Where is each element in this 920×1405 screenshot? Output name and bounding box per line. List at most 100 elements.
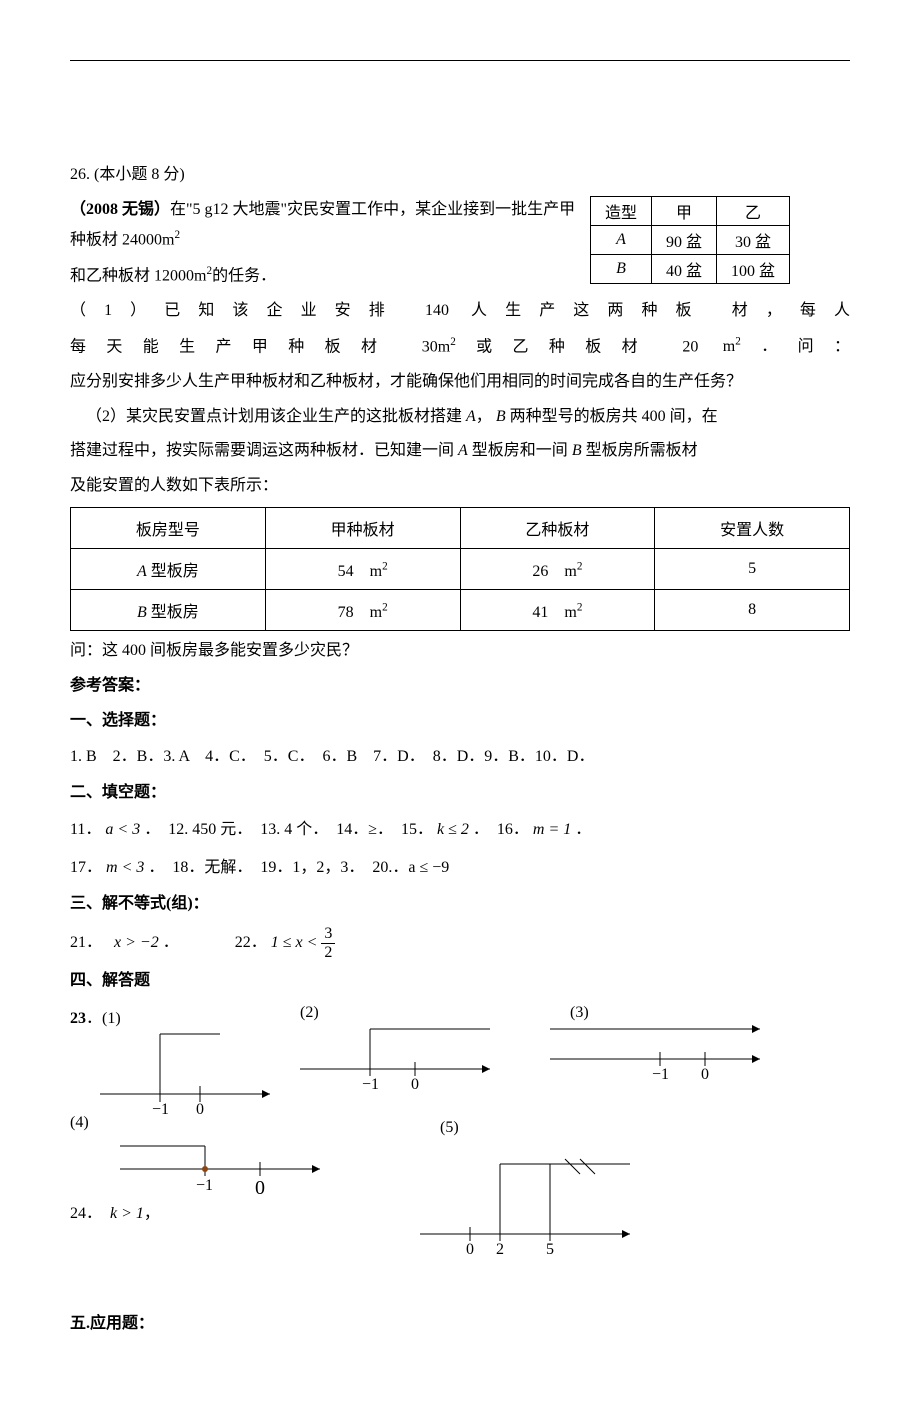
- d4-label: (4): [70, 1114, 89, 1132]
- cell: 乙: [716, 196, 789, 225]
- cell: 100 盆: [716, 254, 789, 283]
- number-line-4: −1 0: [110, 1124, 340, 1204]
- tick-label: 0: [701, 1066, 709, 1083]
- table-row: B 型板房 78 m2 41 m2 8: [71, 589, 850, 630]
- unit: m: [723, 338, 735, 355]
- section-1-title: 一、选择题：: [70, 707, 850, 736]
- cell: B 型板房: [71, 589, 266, 630]
- text: 每天能生产甲种板材 30: [70, 338, 438, 355]
- tick-label: 0: [466, 1241, 474, 1258]
- tick-label: 0: [255, 1177, 265, 1199]
- sup: 2: [382, 602, 388, 614]
- text: 11．: [70, 821, 101, 838]
- tick-label: 0: [196, 1101, 204, 1114]
- sym: B: [572, 442, 582, 459]
- source: （2008 无锡）: [70, 201, 170, 218]
- math: a < 3: [105, 821, 140, 838]
- text: 或乙种板材 20: [456, 338, 699, 355]
- sup: 2: [577, 602, 583, 614]
- text: （1）已知该企业安排 140 人生产这两种板: [70, 302, 710, 319]
- part2-line-c: 及能安置的人数如下表所示：: [70, 472, 850, 501]
- unit: m: [564, 604, 576, 621]
- th: 乙种板材: [460, 507, 655, 548]
- sym: B: [496, 408, 506, 425]
- sup: 2: [174, 229, 180, 241]
- number-line-2: −1 0: [290, 1014, 510, 1104]
- text: 型板房和一间: [472, 442, 568, 459]
- cell: 甲: [651, 196, 716, 225]
- section-3-title: 三、解不等式(组)：: [70, 890, 850, 919]
- tick-label: −1: [362, 1076, 379, 1093]
- unit: m: [370, 563, 382, 580]
- table-row: B 40 盆 100 盆: [590, 254, 789, 283]
- text: ．: [575, 821, 591, 838]
- text: 17．: [70, 859, 102, 876]
- text: 的任务．: [212, 267, 276, 284]
- math: 1 ≤ x <: [271, 934, 318, 951]
- tick-label: 5: [546, 1241, 554, 1258]
- text: 搭建过程中，按实际需要调运这两种板材．已知建一间: [70, 442, 454, 459]
- sup: 2: [577, 561, 583, 573]
- text: 型板房: [151, 604, 199, 621]
- section-1-items: 1. B 2．B．3. A 4．C． 5．C． 6．B 7．D． 8．D．9．B…: [70, 741, 850, 773]
- val: 41: [532, 604, 548, 621]
- text: 两种型号的板房共 400 间，在: [510, 408, 718, 425]
- cell: B: [590, 254, 651, 283]
- text: 和乙种板材 12000: [70, 267, 194, 284]
- part2-question: 问：这 400 间板房最多能安置多少灾民？: [70, 637, 850, 666]
- val: 78: [338, 604, 354, 621]
- th: 甲种板材: [265, 507, 460, 548]
- main-table: 板房型号 甲种板材 乙种板材 安置人数 A 型板房 54 m2 26 m2 5 …: [70, 507, 850, 631]
- cell: 26 m2: [460, 548, 655, 589]
- part1-line-c: 应分别安排多少人生产甲种板材和乙种板材，才能确保他们用相同的时间完成各自的生产任…: [70, 368, 850, 397]
- section-2-title: 二、填空题：: [70, 779, 850, 808]
- part1-line-b: 每天能生产甲种板材 30m2或乙种板材 20 m2．问：: [70, 332, 850, 362]
- math: m = 1: [533, 821, 571, 838]
- page: 26. (本小题 8 分) 造型 甲 乙 A 90 盆 30 盆 B 40 盆 …: [0, 0, 920, 1405]
- numerator: 3: [321, 925, 335, 944]
- val: 26: [532, 563, 548, 580]
- unit: m: [370, 604, 382, 621]
- tick-label: −1: [152, 1101, 169, 1114]
- float-table: 造型 甲 乙 A 90 盆 30 盆 B 40 盆 100 盆: [590, 196, 790, 284]
- text: ． 16．: [473, 821, 529, 838]
- cell: A 型板房: [71, 548, 266, 589]
- section-3-line: 21． x > −2 ． 22． 1 ≤ x < 3 2: [70, 925, 850, 961]
- text: 型板房: [151, 563, 199, 580]
- text: ．问：: [741, 338, 850, 355]
- text: ． 12. 450 元． 13. 4 个． 14．≥． 15．: [144, 821, 433, 838]
- cell: 78 m2: [265, 589, 460, 630]
- sym: B: [137, 604, 147, 621]
- text: 型板房所需板材: [586, 442, 698, 459]
- cell: A: [590, 225, 651, 254]
- cell: 5: [655, 548, 850, 589]
- text: 材，每人: [732, 302, 850, 319]
- tick-label: −1: [652, 1066, 669, 1083]
- section-4-title: 四、解答题: [70, 967, 850, 996]
- table-row: A 90 盆 30 盆: [590, 225, 789, 254]
- math: k > 1: [110, 1205, 144, 1222]
- cell: 40 盆: [651, 254, 716, 283]
- cell: 30 盆: [716, 225, 789, 254]
- text: 21．: [70, 934, 110, 951]
- top-rule: [70, 60, 850, 61]
- math: k ≤ 2: [437, 821, 469, 838]
- cell: 造型: [590, 196, 651, 225]
- diagrams-area: 23．(1) (2) (3) (4) (5) −1 0 −1 0: [70, 1004, 850, 1304]
- text: 23: [70, 1010, 86, 1027]
- th: 安置人数: [655, 507, 850, 548]
- unit: m: [162, 231, 174, 248]
- sym: A: [458, 442, 468, 459]
- section-2-line-2: 17． m < 3 ． 18．无解． 19．1，2，3． 20.．a ≤ −9: [70, 852, 850, 884]
- text: ． 22．: [163, 934, 267, 951]
- section-2-line-1: 11． a < 3 ． 12. 450 元． 13. 4 个． 14．≥． 15…: [70, 814, 850, 846]
- denominator: 2: [321, 944, 335, 962]
- tick-label: 2: [496, 1241, 504, 1258]
- cell: 8: [655, 589, 850, 630]
- text: （2）某灾民安置点计划用该企业生产的这批板材搭建: [86, 408, 462, 425]
- part2-line-b: 搭建过程中，按实际需要调运这两种板材．已知建一间 A 型板房和一间 B 型板房所…: [70, 437, 850, 466]
- part1-line-a: （1）已知该企业安排 140 人生产这两种板 材，每人: [70, 297, 850, 326]
- math: m < 3: [106, 859, 144, 876]
- answers-title: 参考答案：: [70, 672, 850, 701]
- number-line-5: 0 2 5: [400, 1124, 660, 1264]
